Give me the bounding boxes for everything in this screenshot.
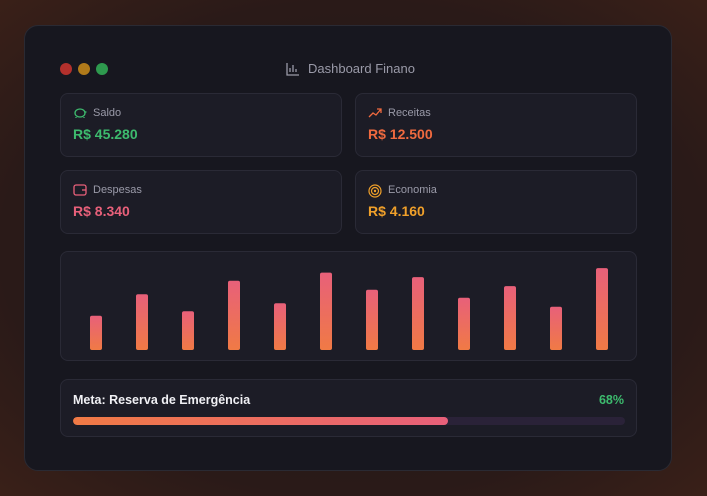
window-title-bar: Dashboard Finano bbox=[286, 61, 415, 76]
card: Receitas R$ 12.500 bbox=[355, 93, 637, 157]
bar bbox=[458, 297, 470, 350]
bar bbox=[320, 272, 332, 350]
progress-track bbox=[73, 417, 625, 425]
card-value: R$ 12.500 bbox=[368, 126, 433, 142]
bar bbox=[90, 315, 102, 350]
minimize-button[interactable] bbox=[78, 63, 90, 75]
close-button[interactable] bbox=[60, 63, 72, 75]
progress-fill bbox=[73, 417, 449, 425]
bar bbox=[504, 286, 516, 350]
progress-value: 68% bbox=[598, 393, 624, 407]
bar bbox=[596, 268, 608, 350]
card: Saldo R$ 45.280 bbox=[60, 93, 342, 157]
window-title: Dashboard Finano bbox=[308, 61, 415, 76]
target-icon bbox=[368, 184, 382, 198]
chart-panel bbox=[60, 251, 637, 361]
bar bbox=[228, 280, 240, 350]
card: Despesas R$ 8.340 bbox=[60, 170, 342, 234]
card-label: Saldo bbox=[93, 107, 122, 119]
chart bbox=[90, 268, 608, 350]
card-value: R$ 8.340 bbox=[73, 203, 130, 219]
card: Economia R$ 4.160 bbox=[355, 170, 637, 234]
wallet-icon bbox=[73, 184, 87, 196]
piggy-icon bbox=[74, 108, 87, 118]
maximize-button[interactable] bbox=[96, 63, 108, 75]
card-value: R$ 4.160 bbox=[368, 203, 425, 219]
bar bbox=[412, 277, 424, 350]
card-value: R$ 45.280 bbox=[73, 126, 138, 142]
bar bbox=[550, 306, 562, 350]
card-label: Economia bbox=[388, 184, 437, 196]
progress-label: Meta: Reserva de Emergência bbox=[73, 393, 251, 407]
card-label: Despesas bbox=[93, 184, 142, 196]
trend-icon bbox=[368, 108, 382, 118]
bar bbox=[366, 289, 378, 350]
progress-panel: Meta: Reserva de Emergência 68% bbox=[60, 379, 637, 437]
bar bbox=[182, 311, 194, 350]
card-label: Receitas bbox=[388, 107, 431, 119]
bar bbox=[274, 303, 286, 350]
chart-icon bbox=[286, 62, 299, 76]
bar bbox=[136, 294, 148, 350]
